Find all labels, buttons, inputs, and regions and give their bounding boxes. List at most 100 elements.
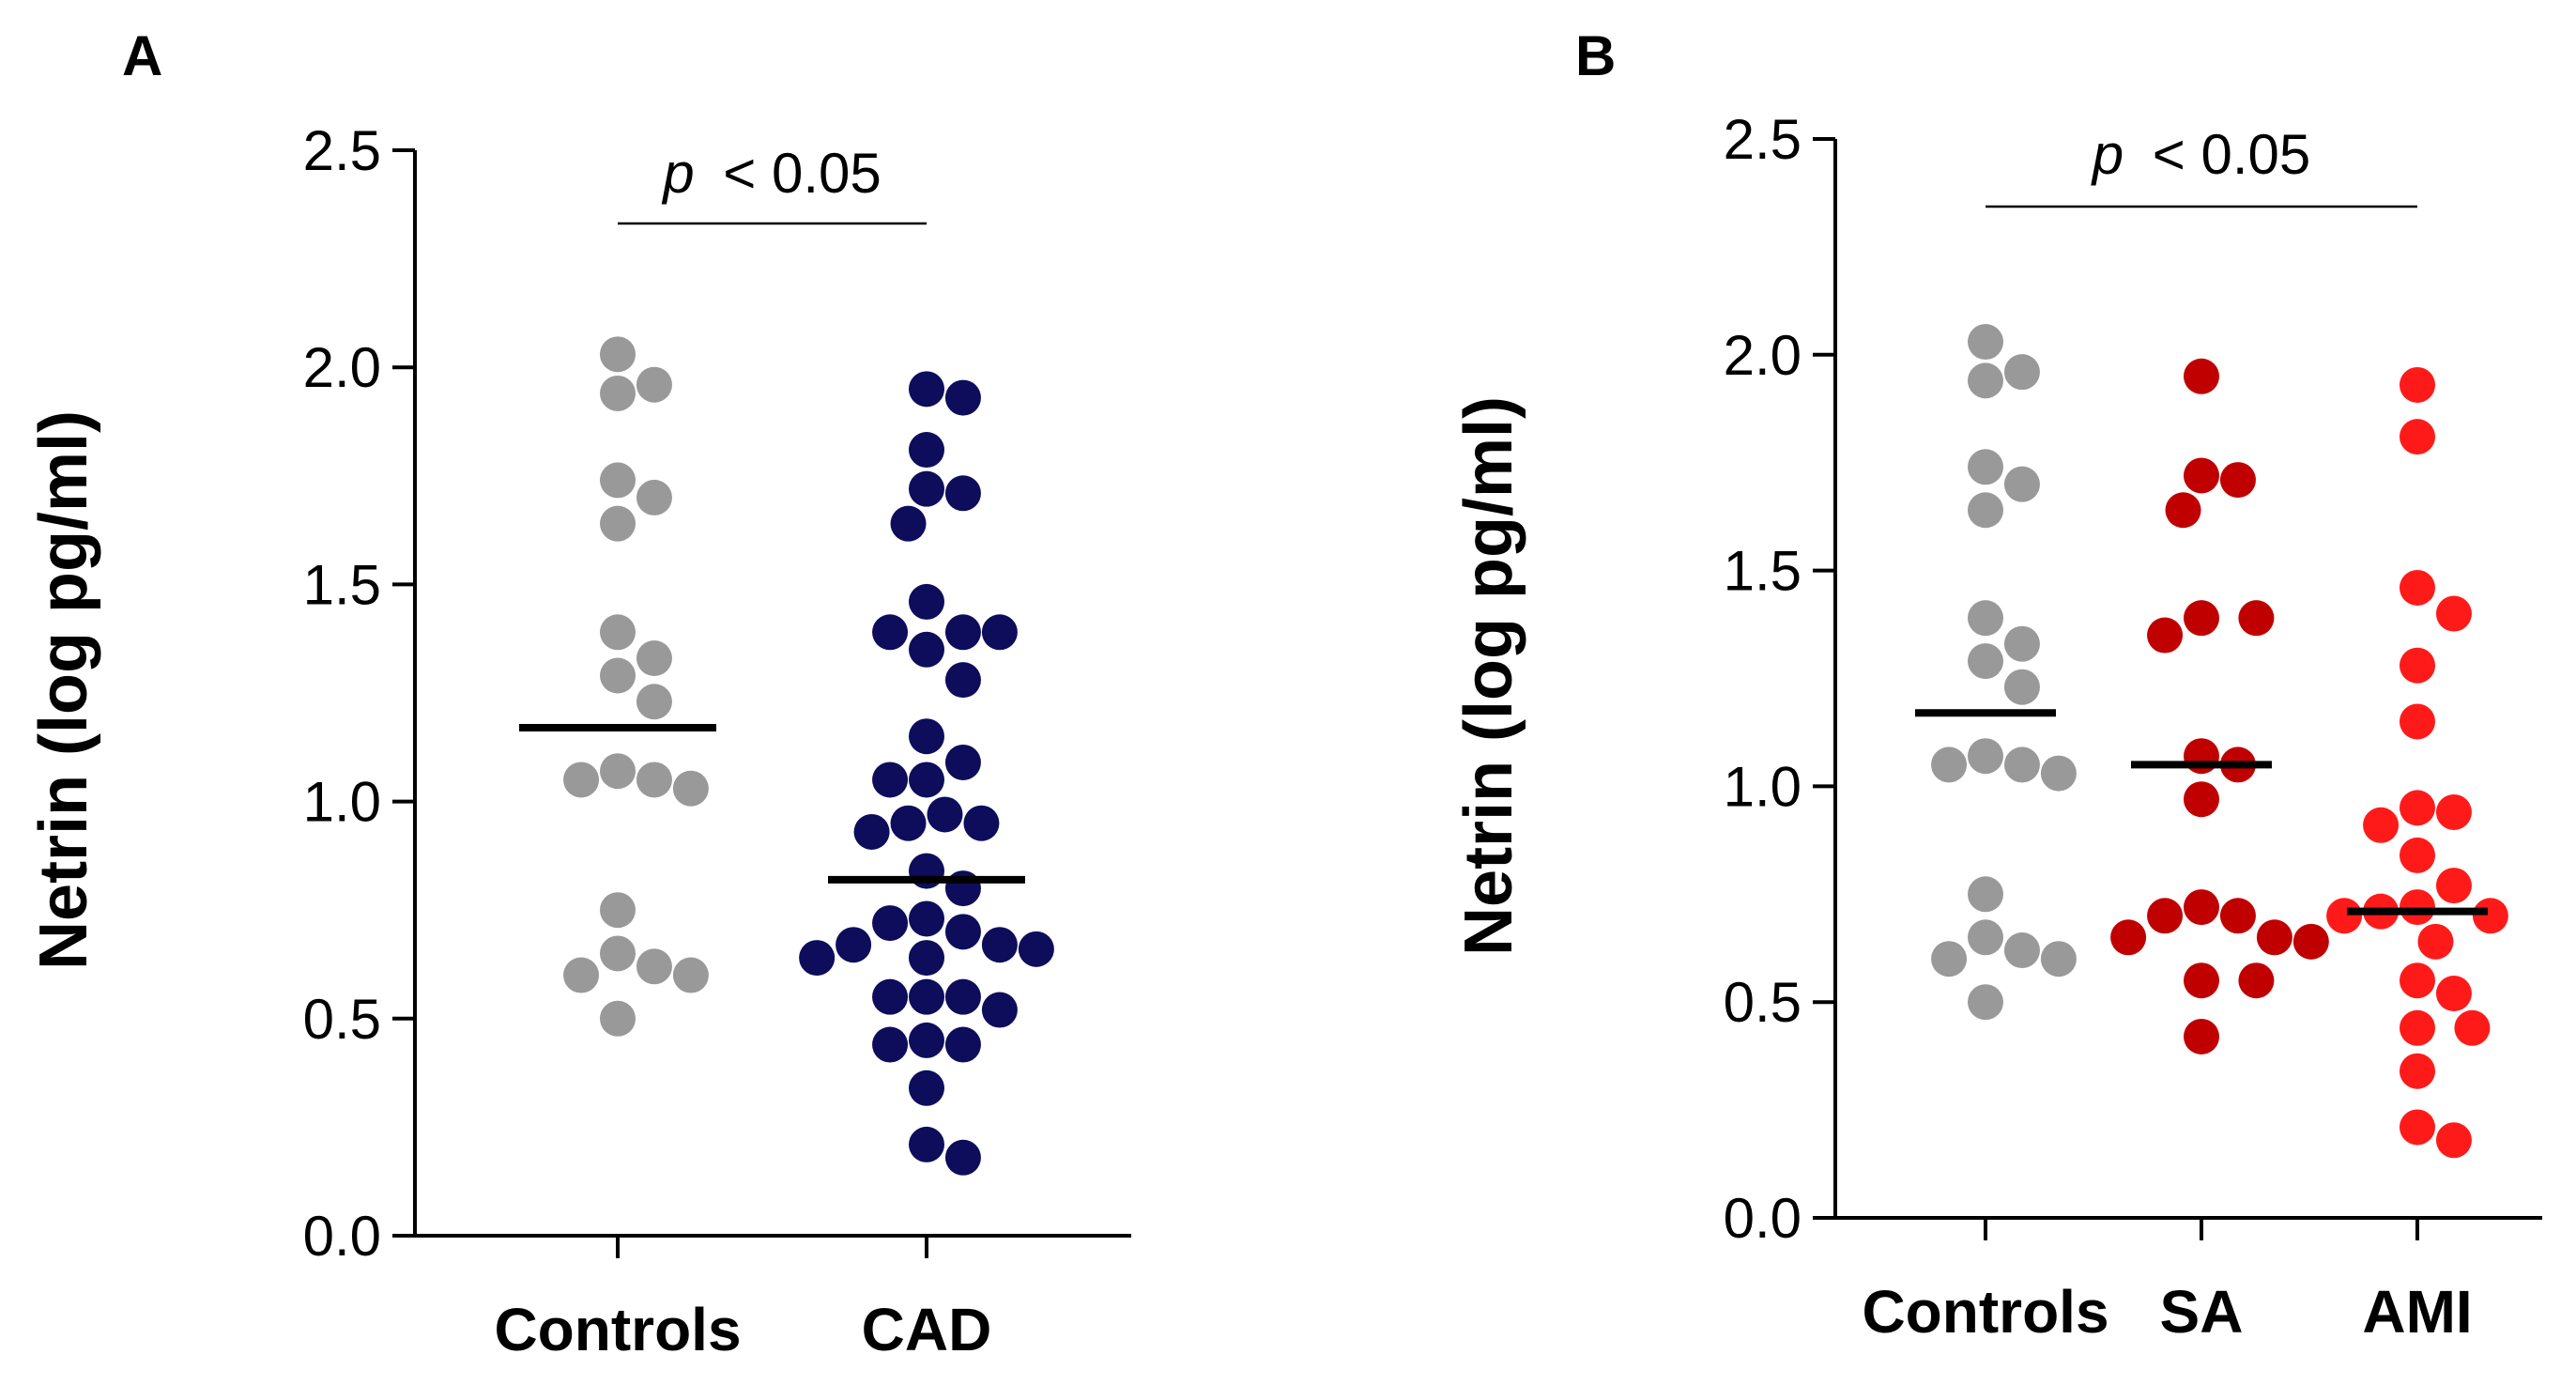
panel-b-point-ami-20 [2400, 1053, 2435, 1089]
panel-b-point-sa-6 [2238, 600, 2275, 637]
panel-a-point-cad-17 [927, 796, 963, 833]
panel-a-point-controls-19 [600, 1000, 636, 1037]
panel-b-y-tick-label-1: 0.5 [1724, 971, 1802, 1034]
panel-a-point-cad-38 [909, 1126, 944, 1162]
panel-b-y-tick-label-0: 0.0 [1724, 1187, 1802, 1250]
panel-a-point-cad-6 [909, 583, 944, 620]
panel-a-point-controls-15 [600, 935, 636, 972]
panel-a-y-tick-label-1: 0.5 [303, 988, 381, 1051]
panel-b-point-ami-15 [2417, 923, 2454, 960]
panel-b-point-sa-3 [2165, 492, 2201, 529]
panel-b-point-controls-11 [2040, 755, 2077, 792]
panel-b-point-controls-16 [1931, 941, 1968, 977]
panel-a-point-controls-9 [636, 684, 672, 720]
panel-b-point-controls-12 [2003, 746, 2040, 783]
panel-a-y-tick-label-3: 1.5 [303, 553, 381, 616]
panel-a-point-cad-23 [944, 914, 981, 950]
panel-a-point-controls-3 [636, 479, 672, 516]
panel-b-point-controls-15 [1968, 919, 2003, 956]
panel-b-point-sa-14 [2292, 923, 2329, 960]
panel-a-points [563, 336, 1054, 1176]
panel-a-point-controls-4 [600, 462, 636, 499]
panel-a-point-cad-9 [872, 614, 909, 651]
panel-a-point-controls-12 [636, 762, 672, 798]
panel-b-point-controls-4 [1968, 449, 2003, 485]
panel-b-y-ticks: 0.0 0.5 1.0 1.5 2.0 2.5 [1724, 108, 1835, 1250]
panel-a-point-controls-1 [600, 375, 636, 411]
panel-a-point-cad-11 [944, 662, 981, 699]
panel-a-point-cad-13 [944, 744, 981, 780]
panel-b-significance-label: p < 0.05 [2091, 123, 2311, 186]
panel-b: B Netrin (log pg/ml) 0.00.51.01.52.02.5 … [1451, 24, 2542, 1346]
panel-b-point-ami-9 [2400, 837, 2435, 873]
panel-b-point-sa-4 [2184, 600, 2219, 637]
panel-b-point-controls-13 [1931, 746, 1968, 783]
panel-a-point-cad-19 [853, 813, 890, 850]
panel-a-y-tick-label-2: 1.0 [303, 771, 381, 834]
panel-a-point-controls-17 [636, 948, 672, 985]
panel-b-category-label-0: Controls [1862, 1278, 2108, 1346]
panel-b-point-sa-9 [2184, 781, 2219, 818]
panel-a: A Netrin (log pg/ml) 0.00.51.01.52.02.5 … [26, 24, 1131, 1363]
panel-b-point-controls-10 [1968, 738, 2003, 775]
panel-b-point-sa-2 [2184, 457, 2219, 494]
panel-a-point-cad-15 [872, 762, 909, 798]
panel-b-point-sa-1 [2219, 462, 2256, 499]
panel-b-point-controls-18 [2040, 941, 2077, 977]
panel-a-point-cad-10 [981, 614, 1018, 651]
panel-a-point-cad-18 [963, 805, 1000, 841]
panel-a-point-controls-18 [672, 957, 709, 993]
panel-a-point-controls-2 [636, 366, 672, 403]
panel-b-point-ami-1 [2400, 419, 2435, 455]
panel-b-y-axis-title: Netrin (log pg/ml) [1451, 396, 1526, 956]
panel-b-y-tick-label-3: 1.5 [1724, 540, 1802, 603]
panel-b-point-controls-8 [2003, 625, 2040, 662]
panel-a-point-cad-22 [909, 900, 944, 937]
panel-a-point-controls-6 [600, 614, 636, 651]
panel-a-point-cad-7 [944, 614, 981, 651]
panel-b-point-sa-0 [2184, 358, 2219, 394]
panel-a-p-value: < 0.05 [723, 142, 882, 205]
panel-a-point-cad-14 [909, 762, 944, 798]
panel-a-point-cad-4 [944, 475, 981, 512]
panel-a-point-controls-13 [563, 762, 600, 798]
panel-b-point-sa-5 [2147, 617, 2184, 654]
panel-a-point-cad-34 [944, 1026, 981, 1063]
panel-b-point-ami-0 [2400, 366, 2435, 403]
panel-b-point-sa-18 [2184, 1018, 2219, 1054]
panel-a-point-cad-35 [872, 1026, 909, 1063]
panel-a-point-controls-8 [636, 640, 672, 677]
panel-b-point-controls-19 [1968, 984, 2003, 1021]
panel-a-point-cad-16 [890, 805, 927, 841]
panel-a-point-controls-0 [600, 336, 636, 373]
panel-b-point-ami-2 [2400, 569, 2435, 606]
panel-b-p-symbol: p [2091, 123, 2124, 186]
panel-b-point-ami-21 [2400, 1109, 2435, 1146]
panel-a-point-cad-37 [909, 1070, 944, 1106]
panel-a-point-cad-32 [944, 978, 981, 1015]
panel-b-point-ami-3 [2435, 595, 2472, 632]
panel-b-y-tick-label-4: 2.0 [1724, 324, 1802, 387]
panel-a-p-symbol: p [661, 142, 694, 205]
panel-b-point-controls-6 [1968, 600, 2003, 637]
panel-b-letter: B [1575, 24, 1616, 87]
panel-b-x-ticks: Controls SA AMI [1862, 1218, 2473, 1346]
panel-b-point-controls-2 [2003, 354, 2040, 391]
panel-a-point-cad-29 [1018, 931, 1054, 967]
panel-a-point-cad-28 [799, 940, 836, 977]
panel-b-point-sa-16 [2184, 962, 2219, 999]
panel-b-point-ami-14 [2326, 898, 2363, 934]
panel-a-point-cad-27 [909, 940, 944, 977]
panel-b-point-sa-12 [2147, 898, 2184, 934]
panel-a-y-ticks: 0.0 0.5 1.0 1.5 2.0 2.5 [303, 119, 415, 1268]
panel-a-axes [413, 150, 1131, 1238]
panel-b-point-sa-15 [2110, 919, 2147, 956]
panel-b-point-controls-14 [1968, 876, 2003, 913]
panel-b-axes [1833, 139, 2542, 1220]
panel-a-y-tick-label-4: 2.0 [303, 336, 381, 399]
panel-b-point-controls-3 [2003, 466, 2040, 502]
panel-b-point-controls-1 [1968, 362, 2003, 399]
panel-a-point-cad-31 [981, 992, 1018, 1028]
panel-b-point-controls-5 [1968, 492, 2003, 529]
